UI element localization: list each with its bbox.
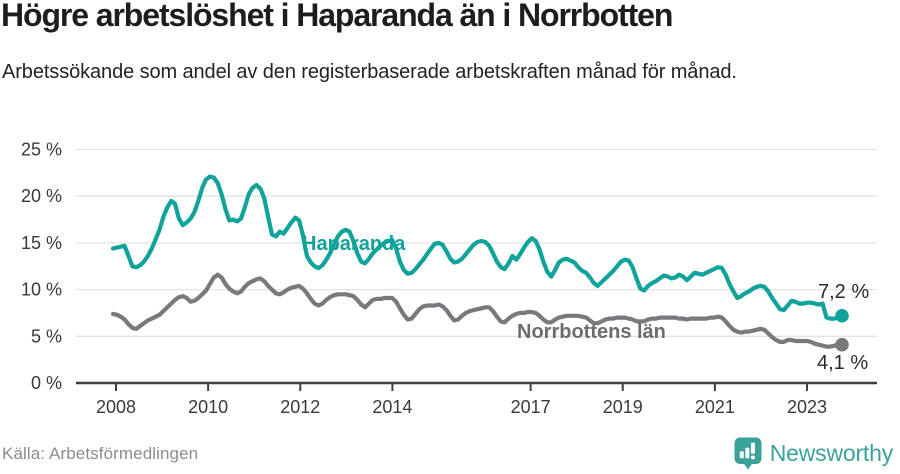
haparanda-line <box>110 174 845 321</box>
x-tick-label: 2010 <box>188 397 228 417</box>
norrbotten-end-dot <box>835 337 849 352</box>
y-tick-label: 20 % <box>21 186 62 206</box>
x-tick-label: 2023 <box>787 397 827 417</box>
x-tick-label: 2017 <box>511 397 551 417</box>
newsworthy-logo: Newsworthy <box>734 437 893 470</box>
x-tick-label: 2008 <box>96 397 136 417</box>
norrbotten-series-label: Norrbottens län <box>517 321 666 343</box>
page-title: Högre arbetslöshet i Haparanda än i Norr… <box>1 0 673 33</box>
y-tick-label: 25 % <box>21 140 62 160</box>
x-tick-label: 2012 <box>280 397 320 417</box>
norrbotten-line <box>110 272 845 349</box>
haparanda-value-label: 7,2 % <box>818 281 869 303</box>
x-tick-label: 2014 <box>372 397 412 417</box>
newsworthy-wordmark: Newsworthy <box>769 440 893 466</box>
y-tick-label: 10 % <box>21 280 62 300</box>
y-tick-label: 5 % <box>31 326 62 346</box>
haparanda-end-dot <box>835 308 849 323</box>
chart-subtitle: Arbetssökande som andel av den registerb… <box>2 61 737 83</box>
x-tick-label: 2019 <box>603 397 643 417</box>
newsworthy-bubble-chart-icon <box>734 437 762 470</box>
x-tick-label: 2021 <box>695 397 735 417</box>
y-tick-label: 15 % <box>21 233 62 253</box>
y-tick-label: 0 % <box>31 373 62 393</box>
source-note: Källa: Arbetsförmedlingen <box>2 444 199 463</box>
haparanda-series-label: Haparanda <box>302 233 406 255</box>
norrbotten-value-label: 4,1 % <box>817 352 868 374</box>
